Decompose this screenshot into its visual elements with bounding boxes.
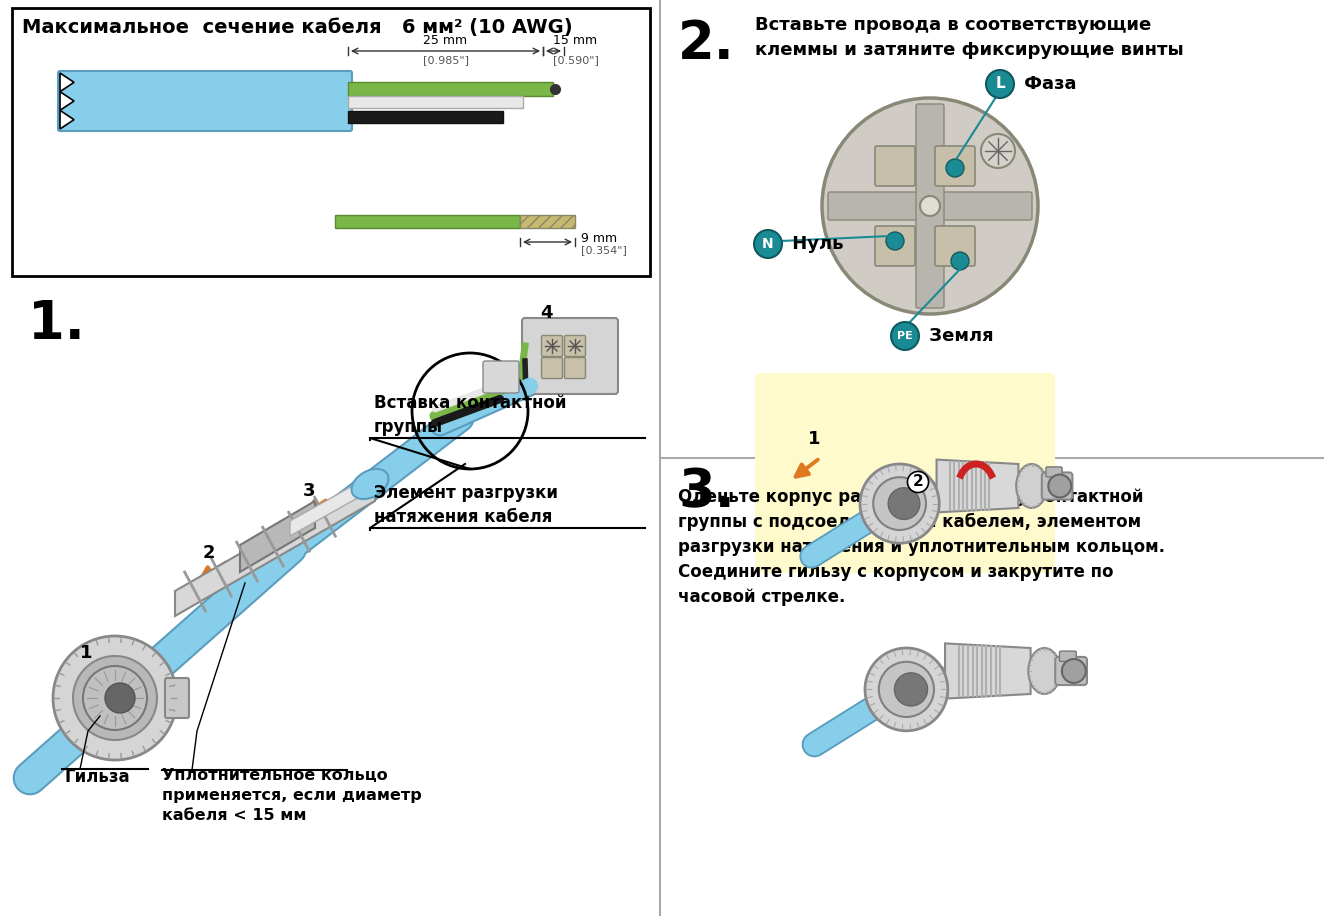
Polygon shape [936,460,1018,512]
FancyBboxPatch shape [1059,651,1076,661]
FancyBboxPatch shape [935,226,974,266]
Circle shape [53,636,177,760]
FancyBboxPatch shape [916,104,944,308]
Text: 3: 3 [303,482,315,500]
FancyBboxPatch shape [875,226,915,266]
Circle shape [753,230,782,258]
Text: 1.: 1. [28,298,85,350]
FancyBboxPatch shape [542,357,563,378]
Circle shape [105,683,135,713]
Circle shape [947,159,964,177]
Circle shape [951,252,969,270]
FancyBboxPatch shape [1046,467,1062,477]
Circle shape [879,661,933,717]
Text: Оденьте корпус разъема на вставку контактной
группы с подсоединенным кабелем, эл: Оденьте корпус разъема на вставку контак… [678,488,1165,606]
Text: 2.: 2. [678,18,735,70]
Text: N: N [763,237,773,251]
FancyBboxPatch shape [522,318,618,394]
FancyBboxPatch shape [935,146,974,186]
Text: Уплотнительное кольцо
применяется, если диаметр
кабеля < 15 мм: Уплотнительное кольцо применяется, если … [162,768,422,823]
Text: Вставка контактной
группы: Вставка контактной группы [373,395,567,436]
Text: [0.985"]: [0.985"] [422,55,469,65]
Text: 2: 2 [912,474,923,489]
Text: Элемент разгрузки
натяжения кабеля: Элемент разгрузки натяжения кабеля [373,485,557,526]
FancyBboxPatch shape [483,361,519,393]
Text: 25 mm: 25 mm [424,34,467,47]
Bar [348,96,523,108]
Text: [0.354"]: [0.354"] [581,245,626,255]
Circle shape [886,232,904,250]
Circle shape [981,134,1016,168]
Polygon shape [60,92,74,110]
Ellipse shape [861,464,939,543]
Circle shape [986,70,1014,98]
Circle shape [874,477,925,530]
Bar [348,111,503,123]
Text: Вставьте провода в соответствующие
клеммы и затяните фиксирующие винты: Вставьте провода в соответствующие клемм… [755,16,1184,59]
FancyBboxPatch shape [1055,657,1087,685]
Text: Максимальное  сечение кабеля   6 мм² (10 AWG): Максимальное сечение кабеля 6 мм² (10 AW… [23,18,572,37]
Circle shape [891,322,919,350]
Polygon shape [290,476,369,536]
Circle shape [1049,474,1071,497]
Text: 4: 4 [540,304,552,322]
Text: 15 mm: 15 mm [553,34,597,47]
Text: Фаза: Фаза [1018,75,1076,93]
FancyBboxPatch shape [828,192,1031,220]
FancyBboxPatch shape [542,335,563,356]
Polygon shape [60,110,74,129]
Polygon shape [60,73,74,92]
FancyBboxPatch shape [1042,473,1072,499]
Bar [12,8,650,276]
Ellipse shape [1029,648,1061,694]
FancyBboxPatch shape [564,335,585,356]
Text: PE: PE [898,331,912,341]
Polygon shape [945,643,1030,699]
Circle shape [83,666,147,730]
Text: 9 mm: 9 mm [581,232,617,245]
FancyBboxPatch shape [755,373,1055,573]
FancyBboxPatch shape [875,146,915,186]
Text: 3.: 3. [678,466,735,518]
Circle shape [895,673,928,706]
Circle shape [888,487,920,519]
Bar [520,215,575,228]
Circle shape [73,656,158,740]
Ellipse shape [1017,464,1047,508]
Text: Земля: Земля [923,327,993,345]
Circle shape [1062,659,1086,683]
Circle shape [822,98,1038,314]
Text: 1: 1 [808,430,821,448]
Bar [335,215,520,228]
Polygon shape [175,476,375,616]
Circle shape [920,196,940,216]
Text: 1: 1 [79,644,93,662]
Text: [0.590"]: [0.590"] [553,55,598,65]
FancyBboxPatch shape [58,71,352,131]
Text: Гильза: Гильза [65,768,131,786]
Text: Нуль: Нуль [786,235,843,253]
Bar [348,82,553,96]
Text: 2: 2 [203,544,216,562]
Text: L: L [996,77,1005,92]
Ellipse shape [351,469,388,499]
Polygon shape [240,501,315,572]
FancyBboxPatch shape [166,678,189,718]
FancyBboxPatch shape [564,357,585,378]
Ellipse shape [865,648,948,731]
